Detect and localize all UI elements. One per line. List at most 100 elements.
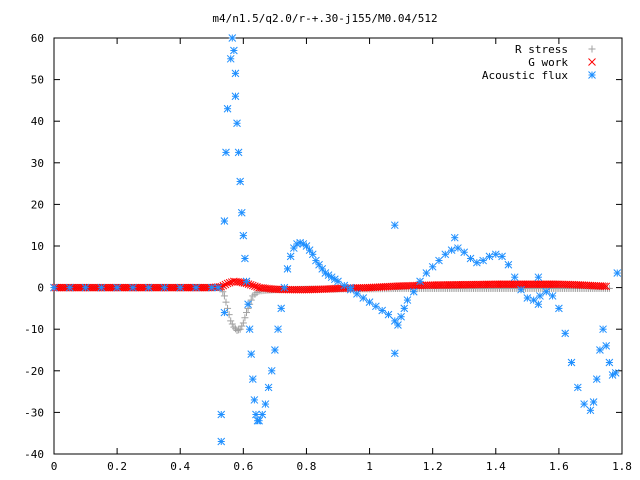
data-point bbox=[448, 247, 455, 254]
data-point bbox=[208, 284, 215, 291]
chart-title: m4/n1.5/q2.0/r-+.30-j155/M0.04/512 bbox=[212, 12, 437, 25]
data-point bbox=[312, 257, 319, 264]
y-tick-label: 40 bbox=[31, 115, 44, 128]
data-point bbox=[227, 317, 234, 324]
data-point bbox=[66, 284, 73, 291]
data-point bbox=[161, 284, 168, 291]
legend-label: Acoustic flux bbox=[482, 69, 568, 82]
data-point bbox=[593, 376, 600, 383]
data-point bbox=[218, 438, 225, 445]
data-point bbox=[243, 309, 250, 316]
data-point bbox=[259, 411, 266, 418]
data-point bbox=[224, 305, 231, 312]
y-tick-label: 20 bbox=[31, 198, 44, 211]
y-tick-label: -20 bbox=[24, 365, 44, 378]
data-point bbox=[221, 309, 228, 316]
data-point bbox=[574, 384, 581, 391]
data-point bbox=[287, 253, 294, 260]
y-tick-label: -30 bbox=[24, 406, 44, 419]
data-point bbox=[193, 284, 200, 291]
data-point bbox=[275, 326, 282, 333]
data-point bbox=[98, 284, 105, 291]
data-point bbox=[524, 295, 531, 302]
data-point bbox=[366, 299, 373, 306]
data-point bbox=[281, 284, 288, 291]
y-tick-label: 60 bbox=[31, 32, 44, 45]
x-tick-label: 0.8 bbox=[297, 460, 317, 473]
x-tick-label: 1.6 bbox=[549, 460, 569, 473]
data-point bbox=[347, 284, 354, 291]
data-point bbox=[360, 295, 367, 302]
data-point bbox=[442, 251, 449, 258]
x-tick-label: 0.6 bbox=[233, 460, 253, 473]
data-point bbox=[341, 282, 348, 289]
data-point bbox=[237, 178, 244, 185]
data-point bbox=[245, 301, 252, 308]
data-point bbox=[229, 321, 236, 328]
data-point bbox=[129, 284, 136, 291]
data-point bbox=[461, 249, 468, 256]
data-point bbox=[234, 327, 241, 334]
data-point bbox=[51, 284, 58, 291]
data-point bbox=[480, 257, 487, 264]
data-point bbox=[229, 35, 236, 42]
data-point bbox=[590, 399, 597, 406]
data-point bbox=[536, 292, 543, 299]
data-point bbox=[568, 359, 575, 366]
data-point bbox=[241, 255, 248, 262]
data-point bbox=[398, 313, 405, 320]
data-point bbox=[372, 303, 379, 310]
data-point bbox=[221, 292, 228, 299]
x-tick-label: 1.8 bbox=[612, 460, 632, 473]
data-point bbox=[454, 245, 461, 252]
data-point bbox=[221, 218, 228, 225]
data-point bbox=[391, 350, 398, 357]
data-point bbox=[394, 322, 401, 329]
data-point bbox=[303, 243, 310, 250]
x-tick-label: 1 bbox=[366, 460, 373, 473]
legend-label: R stress bbox=[515, 43, 568, 56]
legend: R stressG workAcoustic flux bbox=[482, 43, 596, 82]
data-point bbox=[562, 330, 569, 337]
data-point bbox=[391, 222, 398, 229]
y-tick-label: 10 bbox=[31, 240, 44, 253]
data-point bbox=[232, 93, 239, 100]
data-point bbox=[262, 401, 269, 408]
data-point bbox=[486, 253, 493, 260]
data-point bbox=[243, 278, 250, 285]
data-point bbox=[391, 317, 398, 324]
data-point bbox=[555, 305, 562, 312]
data-point bbox=[603, 342, 610, 349]
plot-frame bbox=[54, 38, 622, 454]
data-point bbox=[249, 376, 256, 383]
data-point bbox=[467, 255, 474, 262]
data-point bbox=[505, 261, 512, 268]
data-point bbox=[218, 411, 225, 418]
data-point bbox=[241, 314, 248, 321]
data-point bbox=[222, 149, 229, 156]
data-point bbox=[238, 209, 245, 216]
legend-marker bbox=[589, 59, 596, 66]
data-point bbox=[271, 347, 278, 354]
x-tick-label: 1.2 bbox=[423, 460, 443, 473]
data-point bbox=[265, 384, 272, 391]
series-acoustic-flux bbox=[51, 35, 621, 446]
data-point bbox=[451, 234, 458, 241]
data-point bbox=[278, 305, 285, 312]
data-point bbox=[284, 265, 291, 272]
x-tick-label: 0.4 bbox=[170, 460, 190, 473]
data-point bbox=[429, 263, 436, 270]
data-point bbox=[316, 261, 323, 268]
data-point bbox=[606, 359, 613, 366]
y-tick-label: 0 bbox=[37, 282, 44, 295]
data-point bbox=[535, 301, 542, 308]
data-point bbox=[238, 323, 245, 330]
data-point bbox=[114, 284, 121, 291]
data-point bbox=[290, 245, 297, 252]
legend-marker bbox=[589, 72, 596, 79]
data-point bbox=[240, 319, 247, 326]
data-point bbox=[600, 326, 607, 333]
data-point bbox=[237, 326, 244, 333]
data-point bbox=[596, 347, 603, 354]
data-point bbox=[492, 251, 499, 258]
